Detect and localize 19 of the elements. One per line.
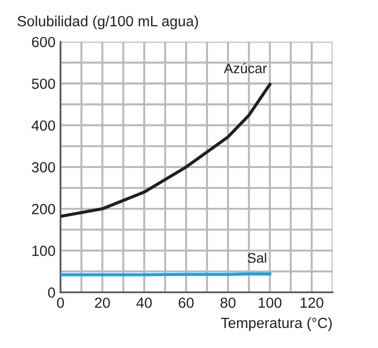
series-label: Azúcar: [224, 62, 267, 74]
x-tick-label: 20: [94, 298, 110, 308]
x-tick-label: 40: [136, 298, 152, 308]
line-series: [60, 82, 272, 218]
y-tick-label: 600: [32, 36, 56, 48]
x-tick-label: 80: [220, 298, 236, 308]
y-tick-label: 100: [32, 246, 56, 256]
y-tick-label: 400: [32, 120, 56, 131]
x-tick-label: 120: [300, 298, 324, 308]
y-tick-label: 300: [32, 162, 56, 172]
series-label: Sal: [248, 252, 266, 263]
x-tick-label: 0: [56, 298, 64, 308]
y-tick-label: 500: [32, 78, 56, 89]
y-tick-label: 200: [32, 204, 56, 214]
x-tick-label: 100: [258, 298, 282, 308]
y-axis-title: Solubilidad (g/100 mL agua): [18, 16, 198, 30]
x-axis-title: Temperatura (°C): [220, 317, 332, 331]
x-tick-label: 60: [178, 298, 194, 308]
y-tick-label: 0: [48, 287, 56, 298]
